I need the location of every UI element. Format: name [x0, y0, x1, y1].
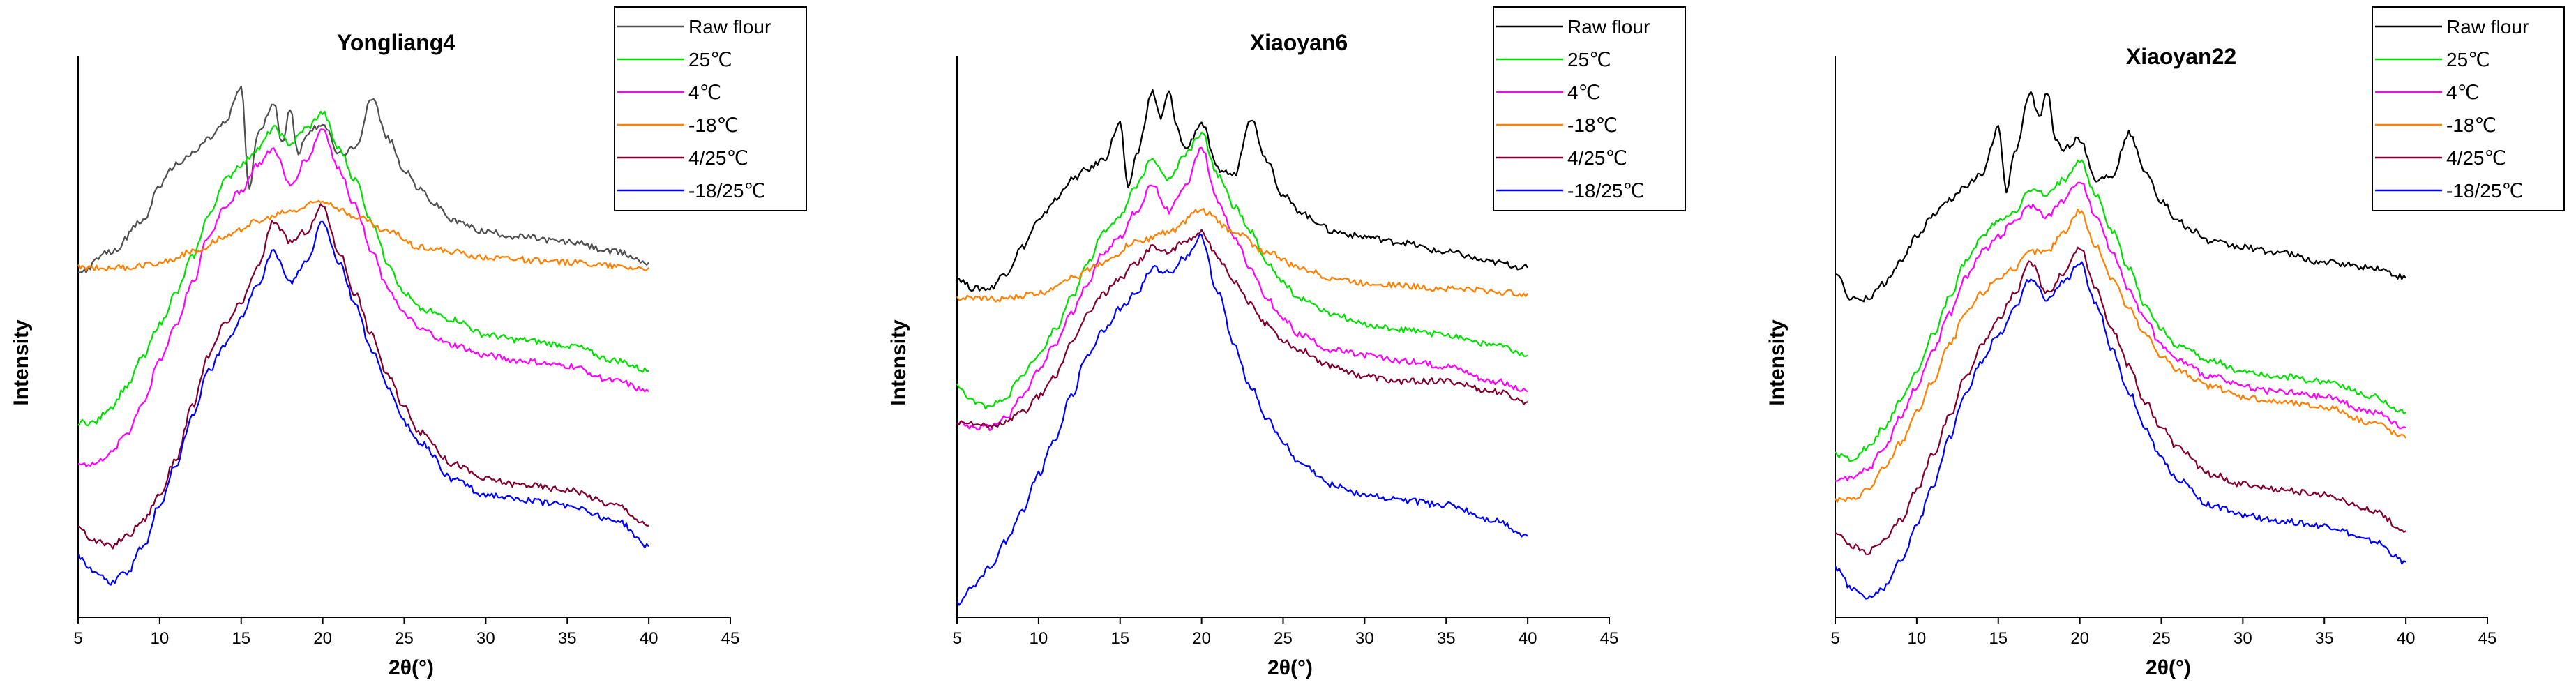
legend-label: Raw flour — [1567, 16, 1650, 38]
legend-label: Raw flour — [688, 16, 771, 38]
legend-label: -18℃ — [688, 114, 739, 136]
x-axis-label: 2θ(°) — [389, 656, 434, 679]
series-line-5 — [1835, 246, 2406, 556]
chart-panel-2: 5 10 15 20 25 30 35 40 45 Xiaoyan6 2θ(°) Intensity R… — [887, 6, 1686, 679]
chart-panel-1: 5 10 15 20 25 30 35 40 45 Yongliang4 2θ(°) Intensit… — [10, 6, 807, 679]
x-tick-label: 20 — [1192, 629, 1211, 648]
x-tick-label: 30 — [2234, 629, 2252, 648]
y-axis-label: Intensity — [1765, 319, 1788, 406]
x-tick-label: 5 — [1830, 629, 1839, 648]
x-tick-label: 15 — [232, 629, 250, 648]
legend-box — [2372, 6, 2565, 211]
legend-label: Raw flour — [2446, 16, 2529, 38]
x-tick-label: 20 — [2070, 629, 2089, 648]
legend-label: 4/25℃ — [2446, 147, 2506, 169]
x-tick-label: 40 — [1519, 629, 1537, 648]
series-line-5 — [77, 203, 649, 550]
legend: Raw flour 25℃ 4℃ -18℃ 4/25℃ -18/25℃ — [2372, 6, 2565, 211]
legend-label: 25℃ — [1567, 49, 1611, 70]
x-tick-label: 35 — [2315, 629, 2334, 648]
x-tick-label: 5 — [952, 629, 961, 648]
x-tick-label: 40 — [640, 629, 658, 648]
legend-label: 4℃ — [2446, 82, 2479, 103]
x-tick-label: 10 — [1030, 629, 1048, 648]
series-line-1 — [77, 85, 649, 273]
legend-label: -18℃ — [1567, 114, 1618, 136]
x-tick-label: 35 — [1437, 629, 1456, 648]
series-line-4 — [77, 199, 649, 272]
legend-label: 4℃ — [1567, 82, 1600, 103]
x-tick-label: 45 — [1600, 629, 1619, 648]
series-line-6 — [956, 234, 1528, 606]
chart-panel-3: 5 10 15 20 25 30 35 40 45 Xiaoyan22 2θ(°) Intensity… — [1765, 6, 2565, 679]
x-tick-label: 10 — [151, 629, 170, 648]
series-line-6 — [1834, 261, 2406, 600]
x-axis-label: 2θ(°) — [2146, 656, 2191, 679]
legend-box — [614, 6, 807, 211]
series-line-3 — [1835, 181, 2406, 482]
series-line-2 — [77, 110, 649, 427]
legend-label: -18℃ — [2446, 114, 2496, 136]
series-line-6 — [77, 220, 649, 586]
x-tick-label: 40 — [2397, 629, 2416, 648]
x-tick-label: 25 — [1274, 629, 1293, 648]
series-line-5 — [956, 229, 1528, 429]
series-line-2 — [1835, 159, 2406, 462]
chart-title: Xiaoyan6 — [1250, 30, 1348, 55]
series-line-4 — [1835, 209, 2406, 504]
legend-label: 4℃ — [688, 82, 721, 103]
x-tick-label: 45 — [2478, 629, 2497, 648]
series-line-1 — [1835, 91, 2406, 303]
x-tick-label: 15 — [1989, 629, 2008, 648]
legend-label: -18/25℃ — [688, 180, 766, 202]
legend-label: 25℃ — [688, 49, 732, 70]
series-line-3 — [956, 146, 1528, 432]
x-tick-label: 30 — [1355, 629, 1374, 648]
x-tick-label: 10 — [1908, 629, 1927, 648]
legend-label: 25℃ — [2446, 49, 2490, 70]
legend: Raw flour 25℃ 4℃ -18℃ 4/25℃ -18/25℃ — [614, 6, 807, 211]
series-line-1 — [956, 89, 1529, 292]
x-axis-label: 2θ(°) — [1267, 656, 1313, 679]
x-tick-label: 45 — [721, 629, 740, 648]
x-tick-label: 35 — [558, 629, 577, 648]
legend-label: 4/25℃ — [688, 147, 748, 169]
series-line-2 — [956, 131, 1528, 410]
chart-title: Yongliang4 — [337, 30, 455, 55]
x-tick-label: 25 — [395, 629, 414, 648]
series-line-3 — [77, 128, 649, 467]
legend-box — [1493, 6, 1686, 211]
legend-label: -18/25℃ — [2446, 180, 2524, 202]
legend-label: -18/25℃ — [1567, 180, 1645, 202]
x-tick-label: 20 — [313, 629, 332, 648]
y-axis-label: Intensity — [887, 319, 910, 406]
x-tick-label: 30 — [476, 629, 495, 648]
x-tick-label: 25 — [2152, 629, 2171, 648]
chart-title: Xiaoyan22 — [2126, 44, 2236, 69]
legend: Raw flour 25℃ 4℃ -18℃ 4/25℃ -18/25℃ — [1493, 6, 1686, 211]
x-tick-label: 15 — [1110, 629, 1129, 648]
series-line-4 — [956, 208, 1528, 303]
y-axis-label: Intensity — [10, 319, 33, 406]
x-tick-label: 5 — [73, 629, 82, 648]
legend-label: 4/25℃ — [1567, 147, 1627, 169]
